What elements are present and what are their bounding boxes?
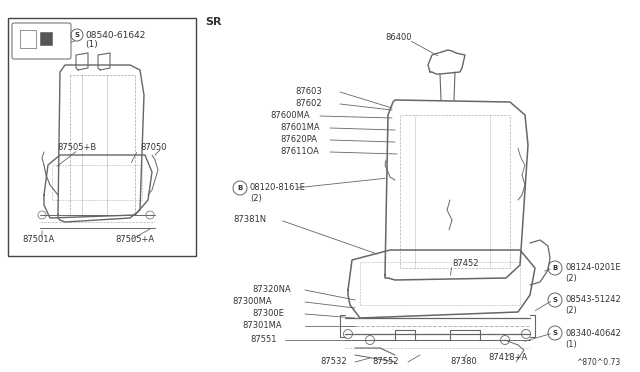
Text: S: S [552, 330, 557, 336]
Text: B: B [237, 185, 243, 191]
Text: SR: SR [205, 17, 221, 27]
Text: 87300E: 87300E [252, 310, 284, 318]
Text: 87600MA: 87600MA [270, 112, 310, 121]
Text: (1): (1) [85, 39, 98, 48]
Text: 87381N: 87381N [233, 215, 266, 224]
Text: 87552: 87552 [372, 357, 399, 366]
Text: 87452: 87452 [452, 259, 479, 267]
Text: (1): (1) [565, 340, 577, 349]
Text: 87551: 87551 [250, 336, 276, 344]
Bar [8, 18, 196, 256]
Text: 87300MA: 87300MA [232, 298, 271, 307]
Text: 87601MA: 87601MA [280, 124, 319, 132]
Text: 87620PA: 87620PA [280, 135, 317, 144]
Text: B: B [552, 265, 557, 271]
Text: 87501A: 87501A [22, 235, 54, 244]
Text: 87301MA: 87301MA [242, 321, 282, 330]
Text: 87532: 87532 [320, 357, 347, 366]
Text: (2): (2) [250, 195, 262, 203]
Text: 08120-8161E: 08120-8161E [250, 183, 306, 192]
Text: 87050: 87050 [140, 142, 166, 151]
Text: 08540-61642: 08540-61642 [85, 31, 145, 39]
Text: ^870^0.73: ^870^0.73 [576, 358, 620, 367]
Text: 08124-0201E: 08124-0201E [565, 263, 621, 273]
Text: S: S [74, 32, 79, 38]
Text: 08543-51242: 08543-51242 [565, 295, 621, 305]
Text: 87320NA: 87320NA [252, 285, 291, 295]
Text: 87505+B: 87505+B [57, 144, 96, 153]
Text: 87602: 87602 [295, 99, 322, 109]
Text: 87418+A: 87418+A [488, 353, 527, 362]
FancyBboxPatch shape [12, 23, 71, 59]
Text: 86400: 86400 [385, 33, 412, 42]
Text: (2): (2) [565, 307, 577, 315]
Text: 87611OA: 87611OA [280, 148, 319, 157]
Text: 87380: 87380 [450, 357, 477, 366]
Bar [40, 32, 52, 45]
Text: 87505+A: 87505+A [115, 235, 154, 244]
Text: (2): (2) [565, 275, 577, 283]
Text: 87603: 87603 [295, 87, 322, 96]
Text: 08340-40642: 08340-40642 [565, 328, 621, 337]
Text: S: S [552, 297, 557, 303]
Bar [20, 30, 36, 48]
